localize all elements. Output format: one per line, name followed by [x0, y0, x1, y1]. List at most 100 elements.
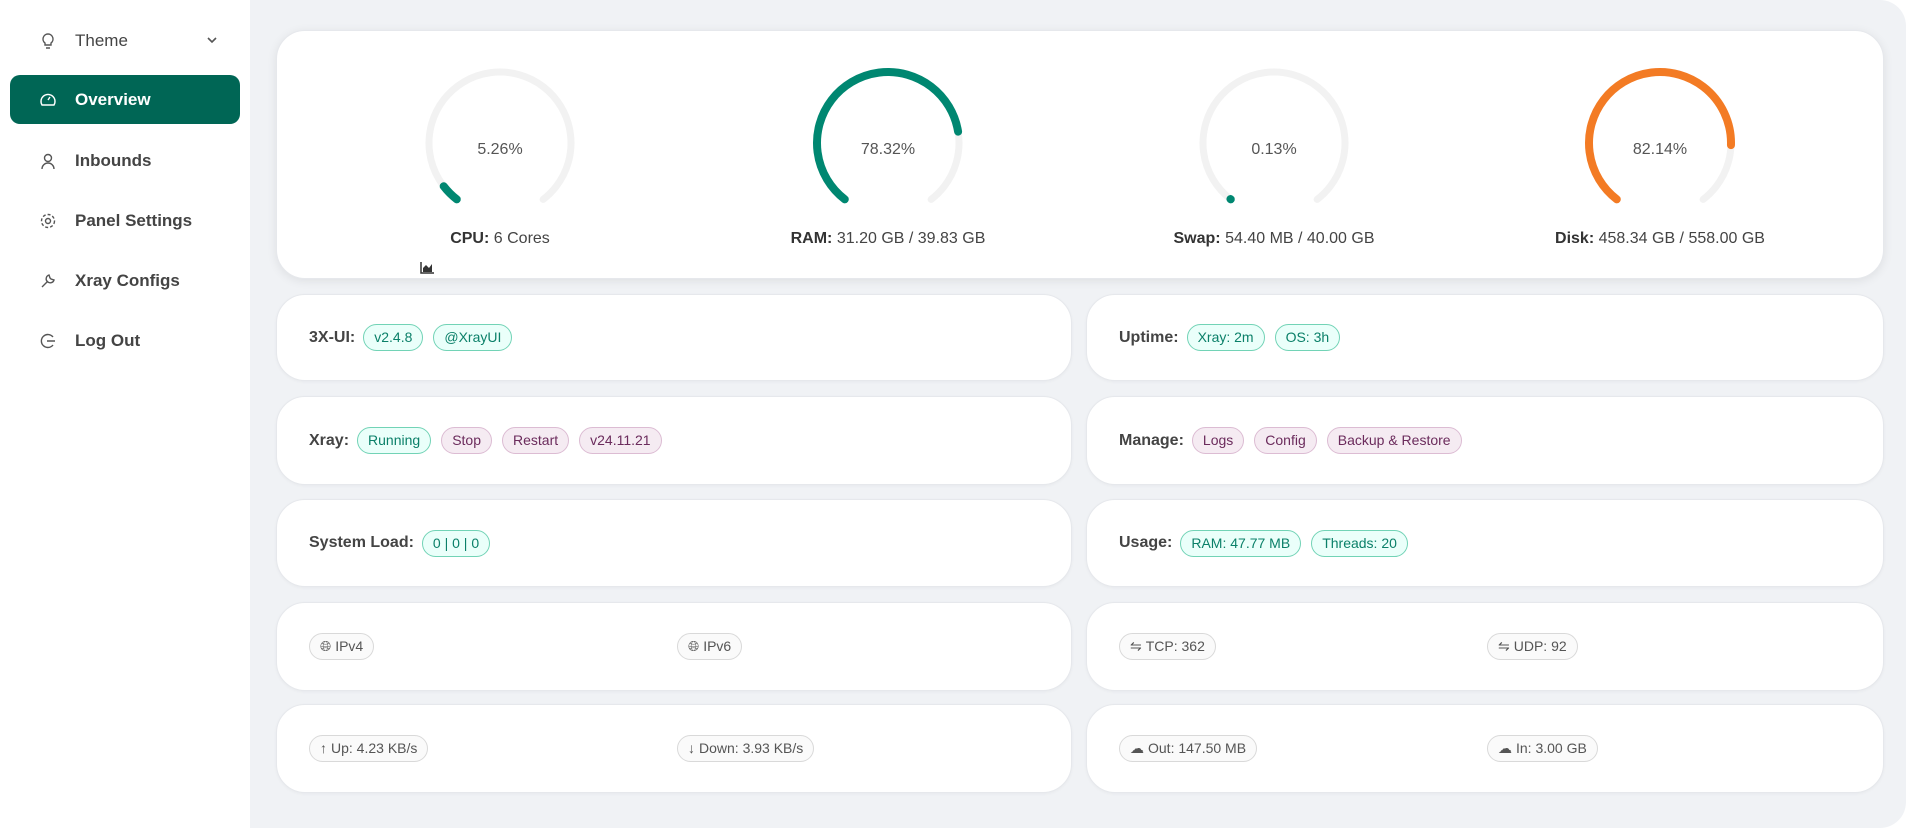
xray-version-button[interactable]: v24.11.21: [579, 427, 662, 454]
version-card: 3X-UI: v2.4.8 @XrayUI: [276, 294, 1072, 381]
config-button[interactable]: Config: [1254, 427, 1317, 454]
cpu-percent: 5.26%: [477, 141, 523, 158]
download-speed-label: Down: 3.93 KB/s: [699, 740, 804, 756]
traffic-in-label: In: 3.00 GB: [1516, 740, 1587, 756]
cpu-gauge: 5.26% CPU: 6 Cores: [340, 31, 660, 280]
ram-usage-tag: RAM: 47.77 MB: [1180, 529, 1302, 557]
cloud-download-icon: ☁︎: [1498, 740, 1512, 756]
uptime-card: Uptime: Xray: 2m OS: 3h: [1086, 294, 1884, 381]
upload-speed-tag: ↑ Up: 4.23 KB/s: [309, 735, 429, 762]
swap-label: Swap: 54.40 MB / 40.00 GB: [1114, 230, 1434, 248]
disk-label: Disk: 458.34 GB / 558.00 GB: [1500, 230, 1820, 248]
ram-percent: 78.32%: [860, 141, 916, 158]
gauge-label-key: RAM:: [790, 230, 833, 247]
system-load-tag: 0 | 0 | 0: [421, 529, 491, 557]
sidebar-item-label: Xray Configs: [75, 270, 180, 290]
gauge-fill: [1585, 68, 1735, 218]
sidebar-item-label: Overview: [75, 89, 151, 109]
sidebar: Theme Overview Inbounds Panel Settings X…: [0, 0, 250, 828]
backup-restore-button[interactable]: Backup & Restore: [1326, 427, 1462, 454]
arrow-down-icon: ↓: [688, 740, 695, 756]
threads-tag: Threads: 20: [1311, 529, 1408, 557]
traffic-card: ☁︎ Out: 147.50 MB ☁︎ In: 3.00 GB: [1086, 704, 1884, 793]
resource-gauges-card: 5.26% CPU: 6 Cores 78.32% RAM: 31.20 GB …: [276, 30, 1884, 279]
ram-gauge: 78.32% RAM: 31.20 GB / 39.83 GB: [728, 31, 1048, 280]
logout-icon: [38, 331, 58, 351]
gauge-fill: [1199, 68, 1349, 218]
version-tag: v2.4.8: [363, 324, 424, 351]
version-label: 3X-UI:: [309, 328, 356, 346]
swap-gauge-arc: [1199, 68, 1349, 218]
cpu-gauge-arc: [425, 68, 575, 218]
usage-label: Usage:: [1119, 534, 1173, 551]
gear-icon: [38, 211, 58, 231]
manage-label: Manage:: [1119, 431, 1184, 449]
ip-card: 🌐︎ IPv4 🌐︎ IPv6: [276, 602, 1072, 691]
ipv6-button[interactable]: 🌐︎ IPv6: [677, 633, 743, 660]
upload-speed-label: Up: 4.23 KB/s: [331, 740, 418, 756]
traffic-out-label: Out: 147.50 MB: [1148, 740, 1247, 756]
tcp-tag: ⇋ TCP: 362: [1119, 633, 1216, 660]
sidebar-item-label: Theme: [75, 30, 128, 50]
gauge-label-value: 458.34 GB / 558.00 GB: [1598, 230, 1765, 247]
gauge-label-value: 54.40 MB / 40.00 GB: [1225, 230, 1375, 247]
system-load-card: System Load: 0 | 0 | 0: [276, 499, 1072, 587]
udp-label: UDP: 92: [1513, 638, 1567, 654]
gauge-label-value: 6 Cores: [493, 230, 550, 247]
speed-card: ↑ Up: 4.23 KB/s ↓ Down: 3.93 KB/s: [276, 704, 1072, 793]
disk-gauge-arc: [1585, 68, 1735, 218]
ipv4-label: IPv4: [335, 638, 364, 654]
connections-card: ⇋ TCP: 362 ⇋ UDP: 92: [1086, 602, 1884, 691]
disk-percent: 82.14%: [1632, 141, 1688, 158]
main-content: 5.26% CPU: 6 Cores 78.32% RAM: 31.20 GB …: [250, 0, 1906, 828]
cpu-label: CPU: 6 Cores: [340, 230, 660, 274]
sidebar-item-log-out[interactable]: Log Out: [10, 316, 240, 365]
sidebar-item-theme[interactable]: Theme: [10, 16, 240, 65]
globe-icon: 🌐︎: [320, 638, 332, 654]
ram-gauge-arc: [813, 68, 963, 218]
ipv4-button[interactable]: 🌐︎ IPv4: [309, 633, 375, 660]
ipv6-label: IPv6: [703, 638, 732, 654]
dashboard-icon: [38, 90, 58, 110]
uptime-label: Uptime:: [1119, 328, 1179, 346]
sidebar-item-inbounds[interactable]: Inbounds: [10, 136, 240, 185]
tcp-label: TCP: 362: [1145, 638, 1205, 654]
chevron-down-icon[interactable]: [206, 31, 218, 51]
cloud-upload-icon: ☁︎: [1130, 740, 1144, 756]
udp-tag: ⇋ UDP: 92: [1487, 633, 1578, 660]
bulb-icon: [38, 31, 58, 51]
sidebar-item-overview[interactable]: Overview: [10, 75, 240, 124]
traffic-in-tag: ☁︎ In: 3.00 GB: [1487, 735, 1598, 762]
gauge-label-key: Swap:: [1173, 230, 1221, 247]
xray-status-badge: Running: [357, 427, 432, 454]
swap-gauge: 0.13% Swap: 54.40 MB / 40.00 GB: [1114, 31, 1434, 280]
user-icon: [38, 151, 58, 171]
gauge-label-key: Disk:: [1555, 230, 1595, 247]
download-speed-tag: ↓ Down: 3.93 KB/s: [677, 735, 815, 762]
ram-label: RAM: 31.20 GB / 39.83 GB: [728, 230, 1048, 248]
wrench-icon: [38, 271, 58, 291]
disk-gauge: 82.14% Disk: 458.34 GB / 558.00 GB: [1500, 31, 1820, 280]
gauge-label-key: CPU:: [450, 230, 490, 247]
xray-uptime-tag: Xray: 2m: [1186, 324, 1265, 351]
sidebar-item-label: Inbounds: [75, 150, 152, 170]
os-uptime-tag: OS: 3h: [1274, 324, 1341, 351]
restart-button[interactable]: Restart: [502, 427, 570, 454]
usage-card: Usage: RAM: 47.77 MB Threads: 20: [1086, 499, 1884, 587]
gauge-fill: [813, 68, 963, 218]
arrow-up-icon: ↑: [320, 740, 327, 756]
manage-card: Manage: Logs Config Backup & Restore: [1086, 396, 1884, 485]
gauge-label-value: 31.20 GB / 39.83 GB: [836, 230, 986, 247]
telegram-tag[interactable]: @XrayUI: [433, 324, 513, 351]
xray-label: Xray:: [309, 431, 350, 449]
sidebar-item-panel-settings[interactable]: Panel Settings: [10, 196, 240, 245]
swap-percent: 0.13%: [1251, 141, 1297, 158]
sidebar-item-xray-configs[interactable]: Xray Configs: [10, 256, 240, 305]
swap-icon: ⇋: [1498, 638, 1510, 654]
stop-button[interactable]: Stop: [441, 427, 492, 454]
logs-button[interactable]: Logs: [1191, 427, 1245, 454]
gauge-fill: [425, 68, 575, 218]
sidebar-item-label: Panel Settings: [75, 210, 193, 230]
xray-card: Xray: Running Stop Restart v24.11.21: [276, 396, 1072, 485]
globe-icon: 🌐︎: [688, 638, 700, 654]
